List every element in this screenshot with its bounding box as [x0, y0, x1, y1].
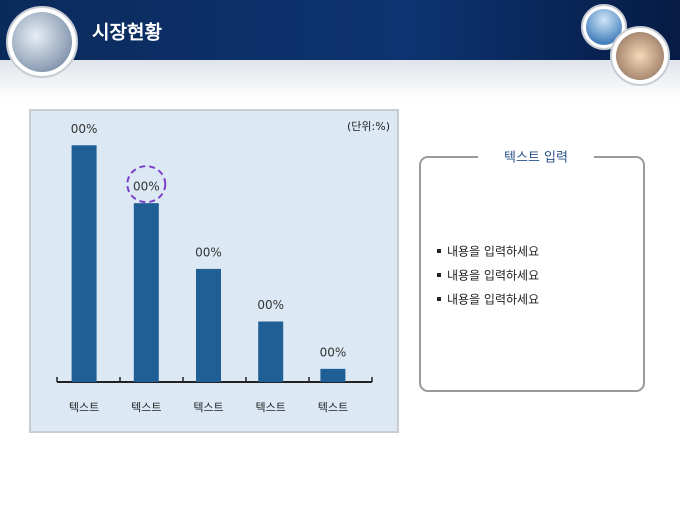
- header-shadow: [0, 60, 680, 100]
- icon-pen: [12, 12, 72, 72]
- title-gap: [478, 150, 594, 164]
- bullet: [437, 249, 441, 253]
- bar: [258, 321, 284, 382]
- icon-plane: [586, 9, 622, 45]
- text-box-title: 텍스트 입력: [504, 151, 568, 166]
- bar: [196, 268, 221, 382]
- chart: 텍스트 00% 텍스트 00% 텍스트 00% 텍스트 00% 텍스트 00%: [56, 122, 373, 414]
- value-label: 00%: [320, 345, 347, 359]
- bar: [320, 368, 346, 382]
- unit-note: (단위:%): [347, 120, 390, 133]
- value-label: 00%: [195, 245, 222, 259]
- value-label: 00%: [133, 180, 160, 194]
- x-tick-label: 텍스트: [318, 401, 348, 414]
- bullet-text: 내용을 입력하세요: [447, 245, 539, 259]
- x-tick-label: 텍스트: [193, 401, 223, 414]
- bar: [71, 145, 97, 382]
- bullet: [437, 273, 441, 277]
- value-label: 00%: [71, 122, 98, 136]
- highlight-circle: [126, 165, 167, 204]
- bullet-text: 내용을 입력하세요: [447, 293, 539, 307]
- bullet: [437, 297, 441, 301]
- slide-title: 시장현황: [92, 21, 162, 44]
- bar: [133, 203, 159, 382]
- bullet-text: 내용을 입력하세요: [447, 269, 539, 283]
- x-tick-label: 텍스트: [256, 401, 286, 414]
- icon-handshake: [616, 32, 664, 80]
- header-band: [0, 0, 680, 60]
- x-tick-label: 텍스트: [69, 401, 99, 414]
- value-label: 00%: [257, 298, 284, 312]
- x-tick-label: 텍스트: [131, 401, 161, 414]
